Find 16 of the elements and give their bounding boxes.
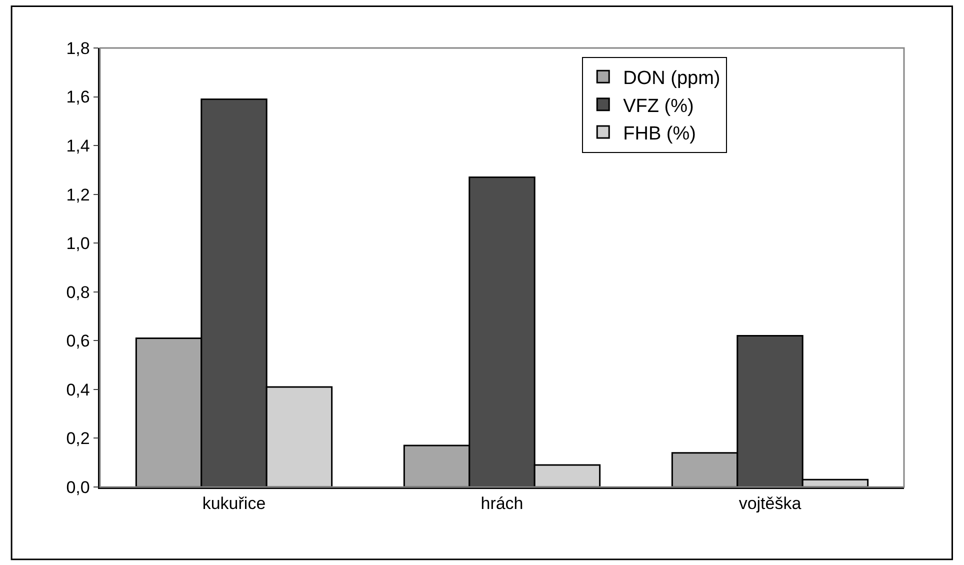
y-tick-label: 0,4 — [66, 380, 90, 400]
legend-label: VFZ (%) — [623, 96, 694, 117]
y-tick-label: 1,2 — [66, 185, 90, 204]
y-tick-label: 0,2 — [66, 429, 90, 448]
y-tick-label: 1,0 — [66, 234, 90, 254]
y-tick-label: 0,6 — [66, 332, 90, 351]
y-tick-label: 1,8 — [66, 38, 90, 58]
y-tick-label: 0,0 — [66, 478, 90, 497]
y-tick-label: 1,6 — [66, 88, 90, 107]
y-tick-label: 0,8 — [66, 282, 90, 302]
x-tick-label: vojtěška — [738, 494, 802, 514]
legend-label: DON (ppm) — [623, 68, 720, 90]
x-tick-label: kukuřice — [202, 494, 266, 514]
y-tick-label: 1,4 — [66, 136, 90, 156]
legend-label: FHB (%) — [623, 123, 696, 144]
x-tick-label: hrách — [480, 494, 524, 514]
